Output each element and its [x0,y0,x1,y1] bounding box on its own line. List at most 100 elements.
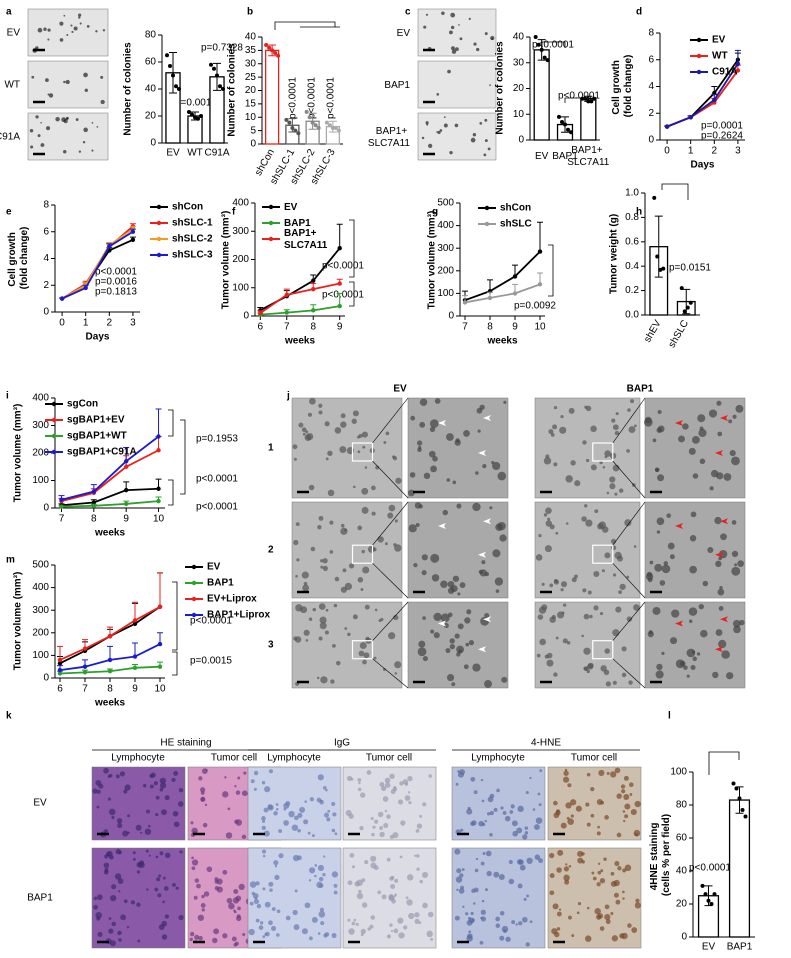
micrograph-texture [721,650,730,659]
x-tick-label: 7 [82,684,88,695]
micrograph-texture [253,770,259,776]
micrograph-texture [391,899,396,904]
micrograph-texture [689,535,697,542]
y-axis-label: Number of colonies [227,43,238,137]
micrograph-texture [714,516,722,525]
micrograph-texture [454,915,460,921]
micrograph-texture [356,879,363,886]
micrograph-texture [371,832,375,837]
micrograph-texture [692,473,699,479]
micrograph-texture [526,894,530,898]
arrow [720,518,728,525]
micrograph-texture [431,574,440,582]
micrograph-texture [109,940,116,947]
micrograph-texture [430,553,440,563]
micrograph-texture [295,574,298,578]
micrograph-texture [616,832,622,838]
micrograph-texture [92,788,98,794]
micrograph-texture [621,672,627,678]
micrograph-texture [560,822,567,829]
micrograph-texture [78,150,82,153]
micrograph-texture [604,455,608,459]
error-bar [132,601,138,621]
micrograph-texture [661,564,671,574]
micrograph-texture [155,813,159,817]
micrograph-texture [599,878,606,884]
data-point [679,286,684,291]
micrograph-texture [303,629,310,636]
micrograph-texture [408,801,412,805]
micrograph-texture [406,899,413,906]
micrograph-texture [698,603,704,610]
micrograph-texture [610,771,617,778]
micrograph-texture [155,795,160,800]
data-point [293,128,298,133]
micrograph-texture [389,923,393,927]
micrograph-texture [718,606,724,611]
micrograph-texture [454,848,461,855]
micrograph-texture [609,476,616,483]
micrograph-texture [356,892,364,900]
micrograph-texture [524,831,529,835]
micrograph-texture [198,776,203,781]
micrograph-texture [390,929,394,933]
micrograph-texture [317,932,321,935]
micrograph-texture [79,22,82,25]
y-axis-label: Tumor volume (mm³) [13,572,24,671]
legend-marker [191,596,197,602]
x-tick-label: 9 [337,322,343,333]
data-point [563,122,567,127]
micrograph-texture [612,573,617,577]
y-label-group: Number of colonies [495,41,506,135]
micrograph-texture [37,134,41,138]
panel-letter: m [6,555,15,566]
micrograph-texture [433,632,440,639]
data-point [187,109,191,114]
data-point [156,498,161,504]
micrograph-texture [297,828,301,833]
data-point [212,66,216,71]
micrograph-texture [137,939,141,943]
micrograph-texture [471,820,477,826]
micrograph-texture [584,935,592,942]
micrograph-texture [428,143,433,149]
row-label: BAP1 [27,893,53,904]
arrow [438,420,446,426]
legend-label: BAP1+Liprox [207,610,271,621]
micrograph-texture [466,609,472,615]
micrograph-texture [419,879,423,884]
zoom-line [372,501,409,546]
micrograph-texture [178,914,184,921]
micrograph-texture [495,923,501,928]
panel-letter: f [232,207,236,218]
data-point [712,97,717,103]
micrograph-texture [465,642,470,647]
micrograph-texture [458,649,463,654]
micrograph-texture [362,566,370,574]
micrograph-texture [484,32,488,36]
data-point [199,114,203,118]
micrograph-texture [358,889,362,894]
bar [264,49,280,145]
micrograph-texture [320,559,324,563]
micrograph-texture [590,786,595,792]
micrograph-texture [626,575,630,579]
micrograph-texture [164,795,170,801]
data-point [174,84,178,89]
micrograph-texture [502,811,507,815]
error-bar [169,52,177,94]
micrograph-texture [571,577,577,583]
micrograph-texture [201,908,205,912]
x-tick-label: shEV [642,318,664,344]
micrograph-texture [117,822,123,829]
y-tick-label: 400 [437,220,454,231]
micrograph [644,397,746,499]
micrograph-texture [628,426,636,433]
micrograph-texture [278,853,284,859]
micrograph-texture [331,871,339,878]
p-value: p=0.0092 [514,301,556,312]
micrograph-texture [263,807,269,813]
image-label: C91A [0,132,20,143]
data-point [311,278,316,283]
y-tick-label: 0 [250,139,256,150]
